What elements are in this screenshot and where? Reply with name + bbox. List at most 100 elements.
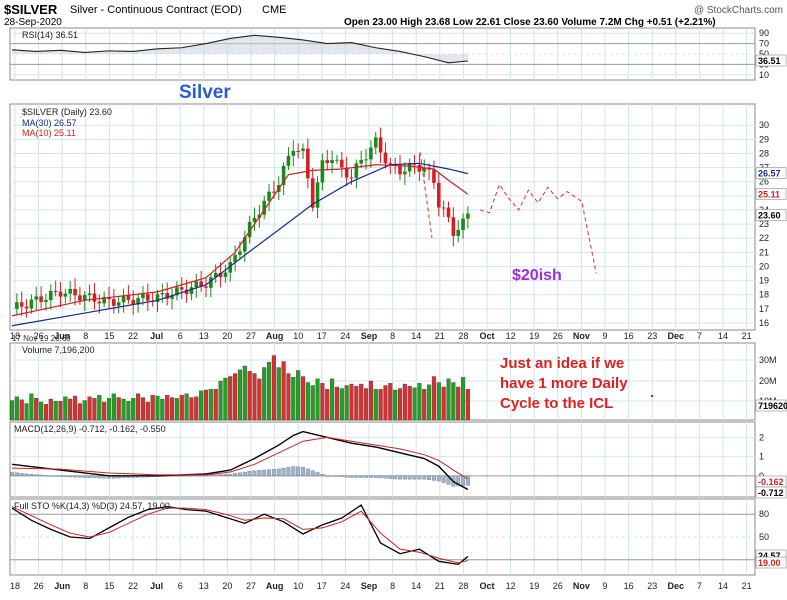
- volume-bar: [242, 365, 247, 421]
- macd-histogram-bar: [77, 475, 82, 478]
- rsi-line: [11, 34, 468, 64]
- macd-tick-label: 1: [759, 452, 764, 462]
- volume-bar: [14, 396, 19, 421]
- volume-bar: [145, 401, 150, 421]
- x-tick-label: 27: [246, 581, 256, 591]
- volume-bar: [73, 395, 78, 421]
- price-value-tag: 23.60: [758, 211, 781, 221]
- x-tick-label: 14: [718, 331, 728, 341]
- x-tick-label: 12: [506, 581, 516, 591]
- stochastic-d-tag-box: [755, 556, 787, 569]
- x-tick-label: Aug: [266, 581, 284, 591]
- stochastic-d-line: [11, 506, 469, 564]
- volume-bar: [116, 397, 121, 421]
- volume-value-tag: 7196200: [758, 401, 787, 411]
- price-tick-label: 21: [759, 247, 769, 257]
- volume-bar: [393, 389, 398, 421]
- price-candle: [451, 217, 456, 236]
- price-candle: [320, 160, 325, 183]
- price-tick-label: 28: [759, 148, 769, 158]
- price-candle: [15, 302, 19, 309]
- price-tick-label: 26: [759, 177, 769, 187]
- price-candle: [417, 164, 422, 172]
- macd-histogram-bar: [334, 475, 339, 477]
- x-tick-label: 14: [411, 331, 421, 341]
- x-tick-label: 28: [458, 581, 468, 591]
- price-candle: [141, 294, 145, 299]
- volume-bar: [174, 398, 179, 421]
- price-candle: [310, 178, 315, 208]
- rsi-last-value: 36.51: [758, 56, 781, 66]
- x-tick-label: 16: [624, 331, 634, 341]
- price-candle: [179, 287, 184, 290]
- macd-histogram-bar: [68, 475, 73, 478]
- x-tick-label: 15: [104, 581, 114, 591]
- macd-histogram-bar: [44, 475, 48, 477]
- volume-bar: [29, 393, 34, 421]
- price-candle: [146, 294, 150, 301]
- x-tick-label: 24: [340, 581, 350, 591]
- price-candle: [267, 191, 271, 201]
- x-tick-label: 14: [411, 581, 421, 591]
- x-tick-label: 7: [697, 331, 702, 341]
- x-tick-label: 6: [178, 581, 183, 591]
- stochastic-legend: Full STO %K(14,3) %D(3) 24.57, 19.00: [14, 501, 170, 511]
- price-candle: [44, 300, 48, 303]
- macd-histogram-bar: [436, 475, 441, 482]
- macd-histogram-bar: [14, 472, 19, 476]
- price-candle: [432, 169, 436, 183]
- volume-bar: [150, 395, 155, 421]
- price-candle: [315, 182, 320, 208]
- price-candle: [441, 207, 446, 209]
- volume-bar: [97, 395, 102, 421]
- macd-histogram-bar: [344, 475, 349, 478]
- volume-bar: [465, 389, 470, 421]
- macd-histogram-bar: [388, 475, 393, 479]
- x-tick-label: 22: [128, 331, 138, 341]
- price-candle: [73, 288, 77, 296]
- volume-bar: [111, 393, 116, 421]
- volume-tick-label: 20M: [759, 376, 777, 386]
- volume-bar: [363, 388, 369, 421]
- volume-bar: [155, 395, 160, 421]
- volume-bar: [169, 397, 175, 421]
- volume-value-tag-box: [755, 399, 787, 412]
- volume-bar: [68, 398, 73, 421]
- contract-name: Silver - Continuous Contract (EOD): [70, 4, 242, 16]
- x-tick-label: 26: [34, 581, 44, 591]
- price-candle: [34, 296, 39, 300]
- macd-histogram-bar: [29, 473, 34, 476]
- price-tick-label: 23: [759, 219, 769, 229]
- x-tick-label: 7: [697, 581, 702, 591]
- macd-histogram-bar: [364, 475, 368, 478]
- volume-bar: [412, 387, 417, 421]
- volume-bar: [325, 389, 330, 421]
- volume-bar: [291, 377, 296, 421]
- price-candle: [369, 147, 373, 160]
- volume-bar: [34, 398, 39, 421]
- price-legend: $SILVER (Daily) 23.60: [22, 107, 112, 117]
- price-candle: [199, 281, 203, 287]
- macd-histogram-bar: [465, 475, 470, 486]
- x-tick-label: 24: [340, 331, 350, 341]
- volume-bar: [359, 383, 364, 421]
- price-candle: [126, 295, 131, 300]
- volume-bar: [431, 376, 436, 421]
- price-candle: [82, 295, 87, 301]
- x-tick-label: 26: [553, 331, 563, 341]
- price-candle: [446, 207, 451, 218]
- annotation-note-2: have 1 more Daily: [500, 375, 628, 392]
- macd-histogram-bar: [330, 475, 335, 477]
- macd-histogram-bar: [393, 475, 398, 480]
- x-tick-label: 10: [293, 331, 303, 341]
- corner-label: 17 Nov 19 26.68: [12, 334, 71, 343]
- macd-line: [11, 430, 469, 491]
- macd-histogram-bar: [301, 467, 305, 476]
- volume-bar: [286, 373, 291, 421]
- price-candle: [223, 272, 228, 277]
- macd-histogram-bar: [10, 472, 14, 476]
- price-candle: [184, 289, 189, 294]
- macd-histogram-bar: [252, 470, 257, 476]
- price-candle: [354, 163, 359, 178]
